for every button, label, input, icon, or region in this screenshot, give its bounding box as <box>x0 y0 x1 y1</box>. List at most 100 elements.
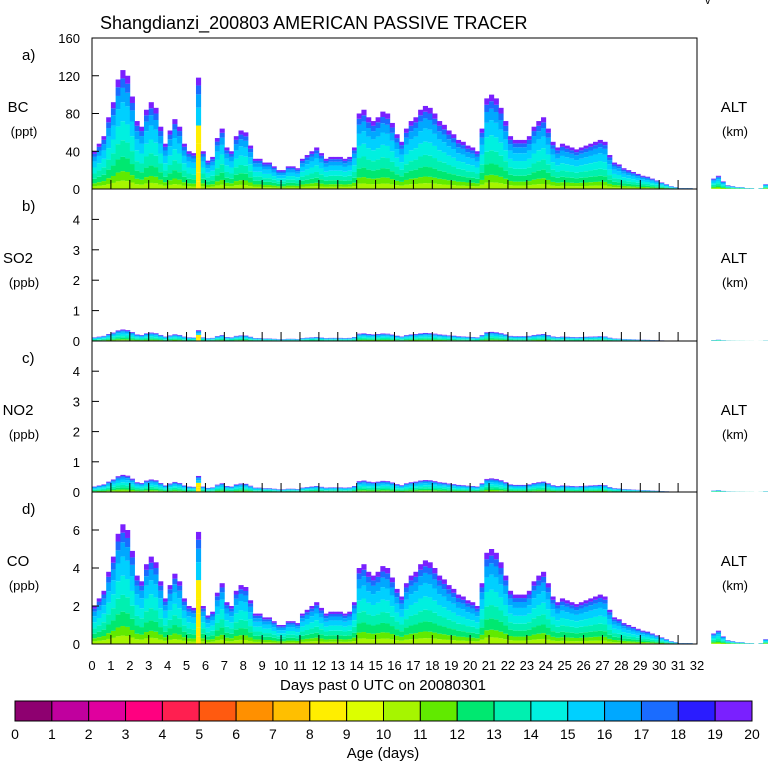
bar-segment <box>148 165 154 176</box>
bar-segment <box>257 489 263 491</box>
bar-segment <box>229 338 235 339</box>
bar-segment <box>474 183 480 187</box>
bar-segment <box>129 479 135 481</box>
bar-segment <box>328 180 334 185</box>
bar-segment <box>299 488 306 489</box>
bar-segment <box>493 606 499 620</box>
bar-segment <box>498 129 504 143</box>
bar-segment <box>318 617 325 624</box>
bar-segment <box>115 541 121 551</box>
bar-segment <box>172 335 178 337</box>
bar-segment <box>96 146 102 151</box>
bar-segment <box>167 484 173 486</box>
bar-segment <box>148 125 154 140</box>
bar-segment <box>550 624 556 632</box>
bar-segment <box>148 337 154 339</box>
bar-segment <box>323 490 329 491</box>
bar-segment <box>465 603 471 607</box>
bar-segment <box>432 338 438 340</box>
bar-segment <box>583 632 589 638</box>
bar-segment <box>356 490 362 492</box>
bar-segment <box>162 618 169 626</box>
bar-segment <box>437 489 443 491</box>
bar-segment <box>399 154 405 163</box>
bar-segment <box>602 599 608 604</box>
bar-segment <box>593 636 599 641</box>
bar-segment <box>361 485 367 488</box>
bar-segment <box>333 339 339 340</box>
bar-segment <box>356 588 362 601</box>
bar-segment <box>96 610 102 619</box>
bar-segment <box>304 339 310 340</box>
bar-segment <box>96 163 102 171</box>
bar-segment <box>333 639 339 642</box>
bar-segment <box>323 626 329 632</box>
bar-segment <box>593 148 599 155</box>
bar-segment <box>611 166 618 170</box>
bar-segment <box>489 339 495 341</box>
bar-segment <box>559 339 566 341</box>
bar-segment <box>333 186 339 189</box>
bar-segment <box>205 164 211 169</box>
bar-segment <box>616 640 622 643</box>
bar-segment <box>645 631 651 633</box>
bar-segment <box>441 583 447 590</box>
bar-segment <box>413 334 419 336</box>
bar-segment <box>649 638 655 640</box>
bar-segment <box>626 627 632 631</box>
bar-segment <box>602 338 608 340</box>
bar-segment <box>323 639 329 642</box>
bar-segment <box>427 338 433 340</box>
bar-segment <box>451 339 457 341</box>
bar-segment <box>611 164 618 167</box>
bar-segment <box>611 489 618 490</box>
bar-segment <box>413 335 419 336</box>
bar-segment <box>295 168 301 170</box>
bar-segment <box>403 137 410 145</box>
bar-segment <box>361 564 367 570</box>
bar-segment <box>167 619 173 629</box>
bar-segment <box>659 637 665 639</box>
bar-segment <box>92 178 98 184</box>
bar-segment <box>503 338 509 340</box>
bar-segment <box>654 637 660 640</box>
bar-segment <box>366 571 372 577</box>
bar-segment <box>635 177 641 181</box>
bar-segment <box>403 592 410 600</box>
bar-segment <box>493 592 499 607</box>
bar-segment <box>621 638 627 641</box>
bar-segment <box>659 184 665 186</box>
bar-segment <box>257 631 263 636</box>
bar-segment <box>162 601 169 606</box>
bar-segment <box>635 642 641 644</box>
bar-segment <box>418 143 424 157</box>
bar-segment <box>455 161 462 169</box>
bar-segment <box>559 338 566 340</box>
bar-segment <box>229 489 235 491</box>
bar-segment <box>115 126 121 145</box>
bar-segment <box>394 588 400 593</box>
bar-segment <box>583 600 589 604</box>
bar-segment <box>347 165 353 171</box>
bar-segment <box>545 144 551 155</box>
bar-segment <box>351 150 358 154</box>
bar-segment <box>578 632 584 638</box>
bar-segment <box>593 489 599 491</box>
bar-segment <box>177 126 183 132</box>
bar-segment <box>498 621 504 632</box>
bar-segment <box>158 488 164 490</box>
bar-segment <box>763 187 768 188</box>
bar-segment <box>564 488 570 490</box>
bar-segment <box>451 337 457 338</box>
bar-segment <box>181 337 187 338</box>
bar-segment <box>541 481 547 483</box>
bar-segment <box>101 181 107 186</box>
bar-segment <box>125 330 131 332</box>
bar-segment <box>314 608 320 614</box>
bar-segment <box>512 337 518 339</box>
bar-segment <box>366 128 372 137</box>
figure-title: Shangdianzi_200803 AMERICAN PASSIVE TRAC… <box>100 13 528 34</box>
bar-segment <box>295 640 301 643</box>
bar-segment <box>290 640 296 643</box>
bar-segment <box>635 632 641 636</box>
